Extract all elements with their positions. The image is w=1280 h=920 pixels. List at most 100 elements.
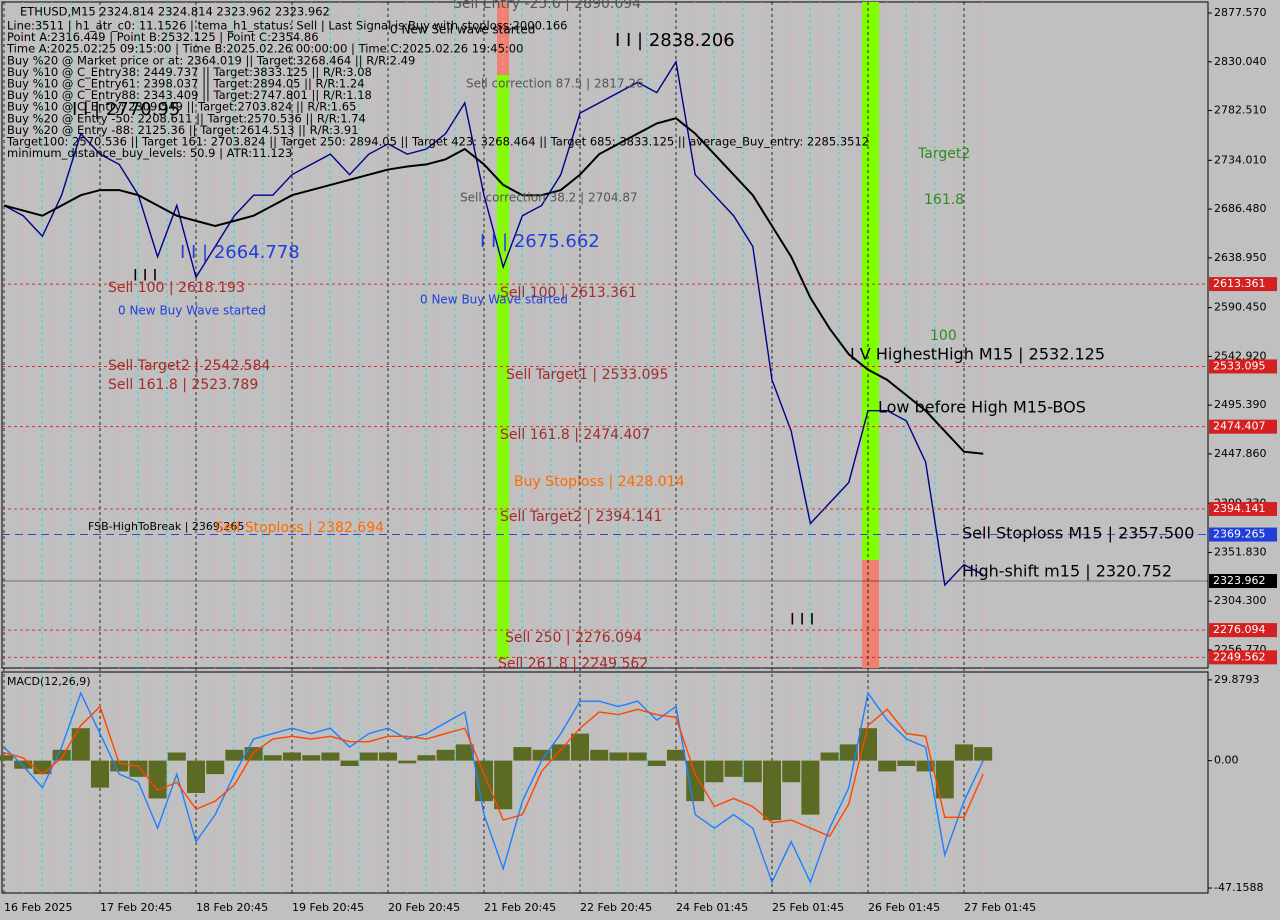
histogram-bar bbox=[263, 755, 282, 761]
annotation: 100 bbox=[930, 328, 957, 344]
x-tick-label: 18 Feb 20:45 bbox=[196, 901, 268, 914]
macd-title: MACD(12,26,9) bbox=[7, 675, 91, 688]
x-tick-label: 24 Feb 01:45 bbox=[676, 901, 748, 914]
annotation: Sell 250 | 2276.094 bbox=[505, 630, 642, 646]
annotation: Sell 261.8 | 2249.562 bbox=[498, 656, 648, 672]
histogram-bar bbox=[571, 733, 589, 761]
level-box bbox=[1209, 527, 1277, 542]
price-line bbox=[3, 59, 984, 587]
histogram-bar bbox=[724, 760, 743, 777]
histogram-bar bbox=[91, 760, 109, 788]
y-tick-label: 2542.920 bbox=[1214, 349, 1267, 362]
info-line: Time A:2025.02.25 09:15:00 | Time B:2025… bbox=[6, 42, 523, 56]
annotation: I I I bbox=[133, 266, 157, 285]
annotation: I I | 2664.778 bbox=[180, 242, 300, 263]
histogram-bar bbox=[52, 749, 71, 761]
histogram-bar bbox=[839, 744, 858, 761]
y-tick-label: 2304.300 bbox=[1214, 594, 1267, 607]
annotation: I V HighestHigh M15 | 2532.125 bbox=[850, 345, 1105, 364]
histogram-bar bbox=[14, 760, 33, 769]
y-tick-label: 2686.480 bbox=[1214, 202, 1267, 215]
annotation: Sell Stoploss M15 | 2357.500 bbox=[962, 524, 1194, 543]
y-tick-label: -47.1588 bbox=[1214, 881, 1263, 894]
session-lines bbox=[3, 2, 984, 893]
info-line: Buy %20 @ Entry -50: 2208.611 || Target:… bbox=[7, 111, 366, 125]
signal-band bbox=[862, 2, 879, 560]
x-tick-label: 25 Feb 01:45 bbox=[772, 901, 844, 914]
price-line bbox=[3, 691, 984, 885]
price-line bbox=[3, 705, 984, 838]
histogram-bar bbox=[935, 760, 954, 799]
info-line: Point A:2316.449 | Point B:2532.125 | Po… bbox=[7, 30, 319, 44]
info-line: Target100: 2570.536 || Target 161: 2703.… bbox=[6, 135, 869, 149]
annotation: 0 New Sell wave started bbox=[390, 23, 535, 37]
annotation: I I I bbox=[790, 610, 814, 629]
level-box bbox=[1209, 502, 1277, 517]
chart-title: ETHUSD,M15 2324.814 2324.814 2323.962 23… bbox=[20, 5, 330, 19]
level-box bbox=[1209, 359, 1277, 374]
histogram-bar bbox=[955, 744, 973, 761]
annotation: Target2 bbox=[917, 146, 970, 162]
level-box bbox=[1209, 650, 1277, 665]
info-line: Buy %10 @ C_Entry61: 2398.037 || Target:… bbox=[7, 77, 365, 91]
histogram-bar bbox=[782, 760, 801, 783]
annotation: Buy Stoploss | 2428.014 bbox=[514, 474, 685, 490]
y-tick-label: 0.00 bbox=[1214, 754, 1239, 767]
histogram-bar bbox=[283, 752, 301, 761]
histogram-bar bbox=[321, 752, 340, 761]
histogram-bar bbox=[340, 760, 359, 767]
info-line: Buy %20 @ Market price or at: 2364.019 |… bbox=[7, 53, 415, 67]
y-tick-label: 2734.010 bbox=[1214, 153, 1267, 166]
annotation: I I | 2770.95 bbox=[72, 99, 180, 120]
info-line: Buy %10 @ C_Entry38: 2449.737 || Target:… bbox=[7, 65, 372, 79]
level-label: 2613.361 bbox=[1213, 277, 1266, 290]
annotation: Sell 161.8 | 2523.789 bbox=[108, 377, 258, 393]
x-tick-label: 21 Feb 20:45 bbox=[484, 901, 556, 914]
annotation: 0 New Buy Wave started bbox=[118, 304, 266, 318]
y-tick-label: 29.8793 bbox=[1214, 673, 1260, 686]
macd-panel bbox=[1, 671, 1209, 894]
histogram-bar bbox=[379, 752, 397, 761]
level-label: 2533.095 bbox=[1213, 359, 1266, 372]
y-tick-label: 2351.830 bbox=[1214, 545, 1267, 558]
annotation: I I | 2838.206 bbox=[615, 30, 735, 51]
histogram-bar bbox=[532, 749, 551, 761]
histogram-bar bbox=[110, 760, 129, 772]
annotation: Sell 100 | 2618.193 bbox=[108, 280, 245, 296]
level-box bbox=[1209, 419, 1277, 434]
annotation: Sell 100 | 2613.361 bbox=[500, 285, 637, 301]
signal-band bbox=[862, 560, 879, 668]
info-line: Buy %10 @ C_Entry: 2309.549 || Target:27… bbox=[7, 100, 356, 114]
signal-band bbox=[497, 75, 509, 660]
y-tick-label: 2638.950 bbox=[1214, 251, 1267, 264]
histogram-bar bbox=[302, 755, 321, 761]
annotation: Sell Target1 | 2533.095 bbox=[506, 367, 668, 383]
level-label: 2276.094 bbox=[1213, 623, 1266, 636]
histogram-bar bbox=[494, 760, 513, 810]
annotation: Sell correction 87.5 | 2817.26 bbox=[466, 77, 644, 91]
histogram-bar bbox=[71, 728, 90, 761]
annotation: 0 New Buy Wave started bbox=[420, 293, 568, 307]
annotation: Sell Entry -23.6 | 2890.694 bbox=[453, 0, 641, 12]
y-tick-label: 2447.860 bbox=[1214, 447, 1267, 460]
histogram-bar bbox=[609, 752, 628, 761]
x-tick-label: 22 Feb 20:45 bbox=[580, 901, 652, 914]
x-tick-label: 16 Feb 2025 bbox=[4, 901, 72, 914]
annotation: Sell Target2 | 2542.584 bbox=[108, 358, 270, 374]
x-tick-label: 19 Feb 20:45 bbox=[292, 901, 364, 914]
info-line: minimum_distance_buy_levels: 50.9 | ATR:… bbox=[7, 146, 292, 160]
histogram-bar bbox=[225, 749, 244, 761]
info-line: Buy %20 @ Entry -88: 2125.36 || Target:2… bbox=[7, 123, 359, 137]
histogram-bar bbox=[436, 749, 455, 761]
histogram-bar bbox=[513, 747, 532, 761]
level-label: 2249.562 bbox=[1213, 650, 1266, 663]
histogram-bar bbox=[647, 760, 666, 767]
histogram-bar bbox=[206, 760, 225, 775]
info-line: Buy %10 @ C_Entry88: 2343.409 || Target:… bbox=[7, 88, 372, 102]
histogram-bar bbox=[417, 755, 436, 761]
histogram-bar bbox=[820, 752, 839, 761]
annotation: High-shift m15 | 2320.752 bbox=[962, 562, 1172, 581]
histogram-bar bbox=[398, 760, 417, 764]
annotation: Sell Target2 | 2394.141 bbox=[500, 509, 662, 525]
histogram-bar bbox=[628, 752, 647, 761]
